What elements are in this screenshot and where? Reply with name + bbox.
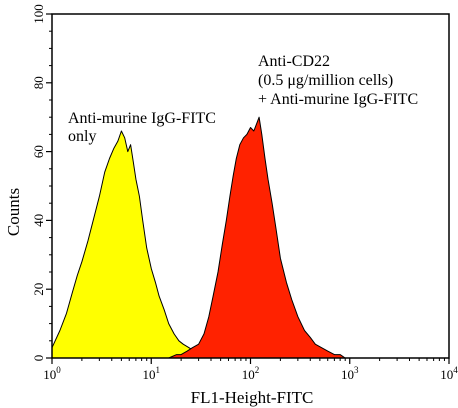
annotation-right-line-2: (0.5 μg/million cells) (258, 72, 393, 89)
axes: 0 20 40 60 80 100 100 101 102 103 104 (31, 4, 458, 382)
x-axis-label: FL1-Height-FITC (191, 388, 314, 407)
annotation-right-line-1: Anti-CD22 (258, 53, 330, 70)
histogram-series-2 (168, 116, 346, 359)
annotation-left-line-1: Anti-murine IgG-FITC (68, 110, 216, 127)
y-tick-label: 20 (31, 283, 46, 296)
y-axis-label: Counts (4, 188, 23, 236)
annotation-right: Anti-CD22 (0.5 μg/million cells) + Anti-… (258, 53, 418, 108)
x-tick-label: 100 (43, 365, 61, 382)
annotation-left: Anti-murine IgG-FITC only (68, 110, 220, 145)
annotation-right-line-3: + Anti-murine IgG-FITC (258, 91, 418, 108)
y-tick-label: 80 (31, 76, 46, 89)
y-tick-label: 40 (31, 214, 46, 227)
annotation-left-line-2: only (68, 128, 96, 145)
x-tick-label: 101 (143, 365, 161, 382)
plot-area (51, 116, 346, 359)
y-tick-label: 100 (31, 4, 46, 24)
x-tick-label: 102 (242, 365, 260, 382)
y-tick-label: 60 (31, 145, 46, 158)
y-tick-label: 0 (31, 355, 46, 362)
histogram-series-1 (51, 130, 205, 359)
x-tick-label: 103 (341, 365, 359, 382)
x-tick-label: 104 (440, 365, 458, 382)
